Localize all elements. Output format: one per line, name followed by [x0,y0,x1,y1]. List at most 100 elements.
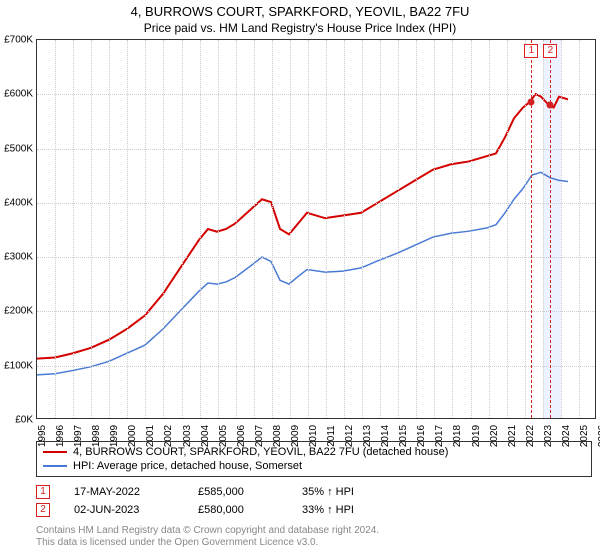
gridline-v [434,40,435,418]
y-tick-label: £600K [4,89,33,100]
x-tick-label: 2015 [398,425,409,447]
gridline-h [37,366,595,367]
legend-item: HPI: Average price, detached house, Some… [43,459,585,473]
gridline-v [182,40,183,418]
event-row-date: 17-MAY-2022 [74,486,174,498]
gridline-h [37,311,595,312]
chart-plot-area: £0K£100K£200K£300K£400K£500K£600K£700K19… [36,39,596,419]
gridline-v [236,40,237,418]
events-table: 1 17-MAY-2022 £585,000 35% ↑ HPI 2 02-JUN-202… [36,483,592,519]
gridline-v [200,40,201,418]
event-row-hpi: 35% ↑ HPI [302,486,382,498]
event-marker [528,99,535,106]
x-tick-label: 2006 [236,425,247,447]
y-tick-label: £400K [4,197,33,208]
x-tick-label: 2001 [145,425,156,447]
x-tick-label: 1996 [55,425,66,447]
x-tick-label: 2002 [163,425,174,447]
event-row-price: £580,000 [198,504,278,516]
gridline-h [37,149,595,150]
x-tick-label: 1998 [91,425,102,447]
gridline-v [73,40,74,418]
gridline-v [344,40,345,418]
gridline-v [127,40,128,418]
gridline-h [37,257,595,258]
y-tick-label: £300K [4,252,33,263]
x-tick-label: 2013 [362,425,373,447]
x-tick-label: 2014 [380,425,391,447]
x-tick-label: 2021 [507,425,518,447]
gridline-v [290,40,291,418]
x-tick-label: 2003 [182,425,193,447]
event-line [531,40,532,418]
chart-lines [37,40,595,418]
gridline-v [326,40,327,418]
event-row-hpi: 33% ↑ HPI [302,504,382,516]
event-row-badge: 1 [36,485,50,499]
footnote: Contains HM Land Registry data © Crown c… [36,525,592,549]
gridline-v [380,40,381,418]
gridline-v [163,40,164,418]
x-tick-label: 2018 [452,425,463,447]
gridline-v [254,40,255,418]
x-tick-label: 2016 [416,425,427,447]
y-tick-label: £200K [4,306,33,317]
x-tick-label: 2009 [290,425,301,447]
x-tick-label: 2005 [218,425,229,447]
gridline-v [145,40,146,418]
gridline-v [398,40,399,418]
x-tick-label: 1997 [73,425,84,447]
x-tick-label: 2008 [272,425,283,447]
gridline-v [362,40,363,418]
gridline-v [525,40,526,418]
event-row: 1 17-MAY-2022 £585,000 35% ↑ HPI [36,483,592,501]
gridline-h [37,203,595,204]
gridline-v [55,40,56,418]
legend-swatch [43,465,67,467]
chart-subtitle: Price paid vs. HM Land Registry's House … [0,19,600,39]
x-tick-label: 2010 [308,425,319,447]
legend-label: 4, BURROWS COURT, SPARKFORD, YEOVIL, BA2… [73,446,448,458]
gridline-v [471,40,472,418]
event-row-badge: 2 [36,503,50,517]
x-tick-label: 2004 [200,425,211,447]
event-row-price: £585,000 [198,486,278,498]
x-tick-label: 2012 [344,425,355,447]
x-tick-label: 2025 [579,425,590,447]
x-tick-label: 2017 [434,425,445,447]
x-tick-label: 2022 [525,425,536,447]
x-tick-label: 2020 [489,425,500,447]
x-tick-label: 2007 [254,425,265,447]
y-tick-label: £100K [4,360,33,371]
gridline-h [37,94,595,95]
x-tick-label: 2011 [326,425,337,447]
y-tick-label: £0K [15,415,33,426]
gridline-v [91,40,92,418]
gridline-v [489,40,490,418]
event-line [550,40,551,418]
footnote-line: This data is licensed under the Open Gov… [36,537,592,549]
gridline-v [507,40,508,418]
x-tick-label: 1995 [37,425,48,447]
x-tick-label: 1999 [109,425,120,447]
footnote-line: Contains HM Land Registry data © Crown c… [36,525,592,537]
x-tick-label: 2019 [471,425,482,447]
gridline-v [416,40,417,418]
y-tick-label: £500K [4,143,33,154]
gridline-v [543,40,544,418]
gridline-v [218,40,219,418]
gridline-v [561,40,562,418]
event-badge: 1 [524,44,538,58]
gridline-v [109,40,110,418]
event-row: 2 02-JUN-2023 £580,000 33% ↑ HPI [36,501,592,519]
gridline-v [272,40,273,418]
figure: 4, BURROWS COURT, SPARKFORD, YEOVIL, BA2… [0,0,600,560]
legend-label: HPI: Average price, detached house, Some… [73,460,302,472]
y-tick-label: £700K [4,35,33,46]
legend-swatch [43,451,67,453]
event-badge: 2 [543,44,557,58]
gridline-v [452,40,453,418]
gridline-v [579,40,580,418]
event-row-date: 02-JUN-2023 [74,504,174,516]
x-tick-label: 2000 [127,425,138,447]
